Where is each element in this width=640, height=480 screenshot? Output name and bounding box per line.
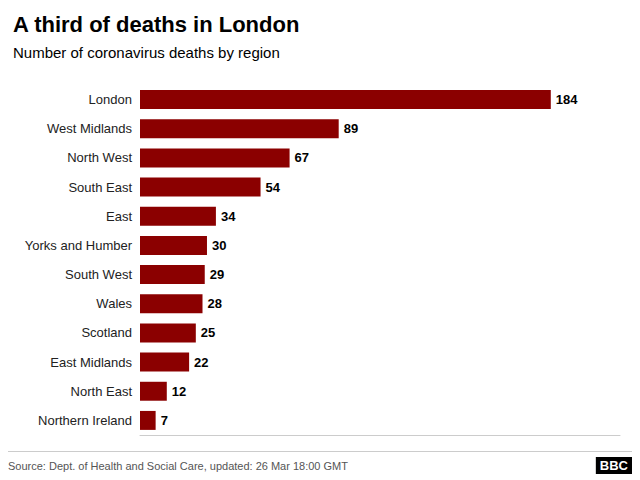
svg-text:Source: Dept. of Health and So: Source: Dept. of Health and Social Care,…	[8, 460, 348, 472]
svg-text:Yorks and Humber: Yorks and Humber	[25, 238, 133, 253]
svg-text:East Midlands: East Midlands	[50, 355, 132, 370]
svg-text:South East: South East	[68, 180, 132, 195]
svg-text:54: 54	[266, 180, 281, 195]
svg-text:184: 184	[556, 92, 578, 107]
svg-text:25: 25	[201, 325, 215, 340]
svg-text:34: 34	[221, 209, 236, 224]
svg-text:7: 7	[161, 413, 168, 428]
svg-text:30: 30	[212, 238, 226, 253]
svg-text:North West: North West	[67, 150, 132, 165]
svg-text:A third of deaths in London: A third of deaths in London	[13, 12, 299, 37]
svg-text:Wales: Wales	[96, 296, 132, 311]
svg-text:East: East	[106, 209, 132, 224]
svg-text:London: London	[89, 92, 132, 107]
svg-text:Number of coronavirus deaths b: Number of coronavirus deaths by region	[13, 44, 280, 61]
svg-text:22: 22	[194, 355, 208, 370]
svg-text:Scotland: Scotland	[81, 325, 132, 340]
svg-text:29: 29	[210, 267, 224, 282]
svg-text:67: 67	[295, 150, 309, 165]
svg-text:12: 12	[172, 384, 186, 399]
svg-text:BBC: BBC	[600, 458, 629, 473]
svg-text:28: 28	[208, 296, 222, 311]
svg-text:West Midlands: West Midlands	[47, 121, 133, 136]
svg-text:Northern Ireland: Northern Ireland	[38, 413, 132, 428]
svg-text:89: 89	[344, 121, 358, 136]
svg-text:North East: North East	[71, 384, 133, 399]
svg-text:South West: South West	[65, 267, 132, 282]
